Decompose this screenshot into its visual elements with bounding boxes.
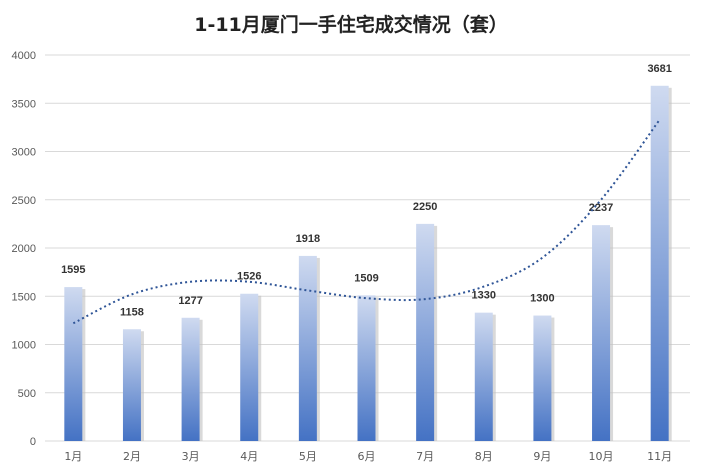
data-label: 1158	[120, 306, 144, 318]
x-tick-label: 8月	[475, 450, 493, 463]
bar	[474, 312, 493, 441]
x-tick-label: 6月	[358, 450, 376, 463]
x-tick-label: 10月	[589, 450, 614, 463]
trendline	[72, 119, 661, 325]
chart-title: 1-11月厦门一手住宅成交情况（套）	[194, 13, 508, 36]
data-label: 1918	[296, 233, 320, 245]
x-tick-label: 9月	[533, 450, 551, 463]
x-tick-label: 2月	[123, 450, 141, 463]
bar	[122, 329, 141, 441]
bar	[357, 295, 376, 441]
bar	[533, 315, 552, 441]
y-tick-label: 500	[18, 388, 36, 400]
y-tick-label: 3500	[12, 98, 36, 110]
bar	[416, 223, 435, 441]
y-tick-label: 2500	[12, 195, 36, 207]
bar	[650, 85, 669, 441]
data-label: 1526	[237, 271, 261, 283]
bar	[240, 293, 259, 441]
data-label: 1330	[472, 290, 496, 302]
data-label: 1277	[178, 295, 202, 307]
x-tick-label: 11月	[647, 450, 672, 463]
data-label: 1595	[61, 264, 85, 276]
bar	[298, 255, 317, 441]
data-label: 1509	[354, 272, 378, 284]
x-tick-label: 1月	[64, 450, 82, 463]
bar	[64, 287, 83, 441]
x-tick-label: 5月	[299, 450, 317, 463]
bar	[181, 317, 200, 441]
data-label: 2250	[413, 201, 437, 213]
bar	[592, 225, 611, 441]
data-label: 2237	[589, 202, 613, 214]
y-tick-label: 3000	[12, 147, 36, 159]
data-label: 3681	[647, 63, 671, 75]
x-tick-label: 4月	[240, 450, 258, 463]
y-tick-label: 4000	[12, 50, 36, 62]
y-tick-label: 0	[30, 436, 36, 448]
data-label: 1300	[530, 293, 554, 305]
x-tick-label: 7月	[416, 450, 434, 463]
y-tick-label: 2000	[12, 243, 36, 255]
y-tick-label: 1000	[12, 340, 36, 352]
x-tick-label: 3月	[182, 450, 200, 463]
y-tick-label: 1500	[12, 291, 36, 303]
